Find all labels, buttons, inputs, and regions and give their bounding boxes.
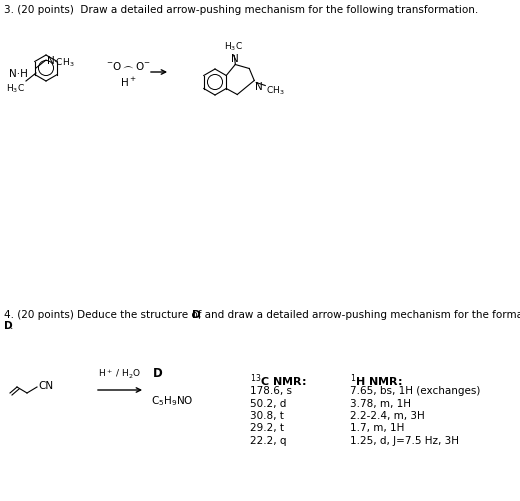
Text: N·H: N·H	[9, 69, 28, 79]
Text: N: N	[255, 82, 263, 92]
Text: 4. (20 points) Deduce the structure of: 4. (20 points) Deduce the structure of	[4, 310, 205, 320]
Text: 30.8, t: 30.8, t	[250, 411, 284, 421]
Text: 1.25, d, J=7.5 Hz, 3H: 1.25, d, J=7.5 Hz, 3H	[350, 436, 459, 446]
Text: C$_5$H$_9$NO: C$_5$H$_9$NO	[151, 394, 193, 408]
Text: CH$_3$: CH$_3$	[266, 85, 285, 97]
Text: CN: CN	[38, 381, 53, 391]
Text: 22.2, q: 22.2, q	[250, 436, 287, 446]
Text: D: D	[4, 321, 12, 331]
Text: 2.2-2.4, m, 3H: 2.2-2.4, m, 3H	[350, 411, 425, 421]
Text: 7.65, bs, 1H (exchanges): 7.65, bs, 1H (exchanges)	[350, 386, 480, 396]
Text: $^{1}$H NMR:: $^{1}$H NMR:	[350, 372, 403, 389]
Text: .: .	[10, 321, 14, 331]
Text: , and draw a detailed arrow-pushing mechanism for the formation of: , and draw a detailed arrow-pushing mech…	[198, 310, 520, 320]
Text: 178.6, s: 178.6, s	[250, 386, 292, 396]
Text: $^{-}$O$\frown$O$^{-}$: $^{-}$O$\frown$O$^{-}$	[106, 60, 150, 72]
Text: H$^+$: H$^+$	[120, 76, 136, 89]
Text: 3.78, m, 1H: 3.78, m, 1H	[350, 398, 411, 408]
Text: 3. (20 points)  Draw a detailed arrow-pushing mechanism for the following transf: 3. (20 points) Draw a detailed arrow-pus…	[4, 5, 478, 15]
Text: H$^+$ / H$_2$O: H$^+$ / H$_2$O	[98, 368, 141, 381]
Text: $^{13}$C NMR:: $^{13}$C NMR:	[250, 372, 307, 389]
Text: ·CH$_3$: ·CH$_3$	[53, 56, 74, 69]
Text: H$_3$C: H$_3$C	[224, 40, 243, 53]
Text: 1.7, m, 1H: 1.7, m, 1H	[350, 423, 405, 433]
Text: D: D	[192, 310, 201, 320]
Text: H$_3$C: H$_3$C	[6, 82, 25, 95]
Text: 29.2, t: 29.2, t	[250, 423, 284, 433]
Text: N: N	[47, 56, 55, 66]
Text: D: D	[153, 367, 163, 380]
Text: N: N	[231, 54, 239, 64]
Text: 50.2, d: 50.2, d	[250, 398, 287, 408]
